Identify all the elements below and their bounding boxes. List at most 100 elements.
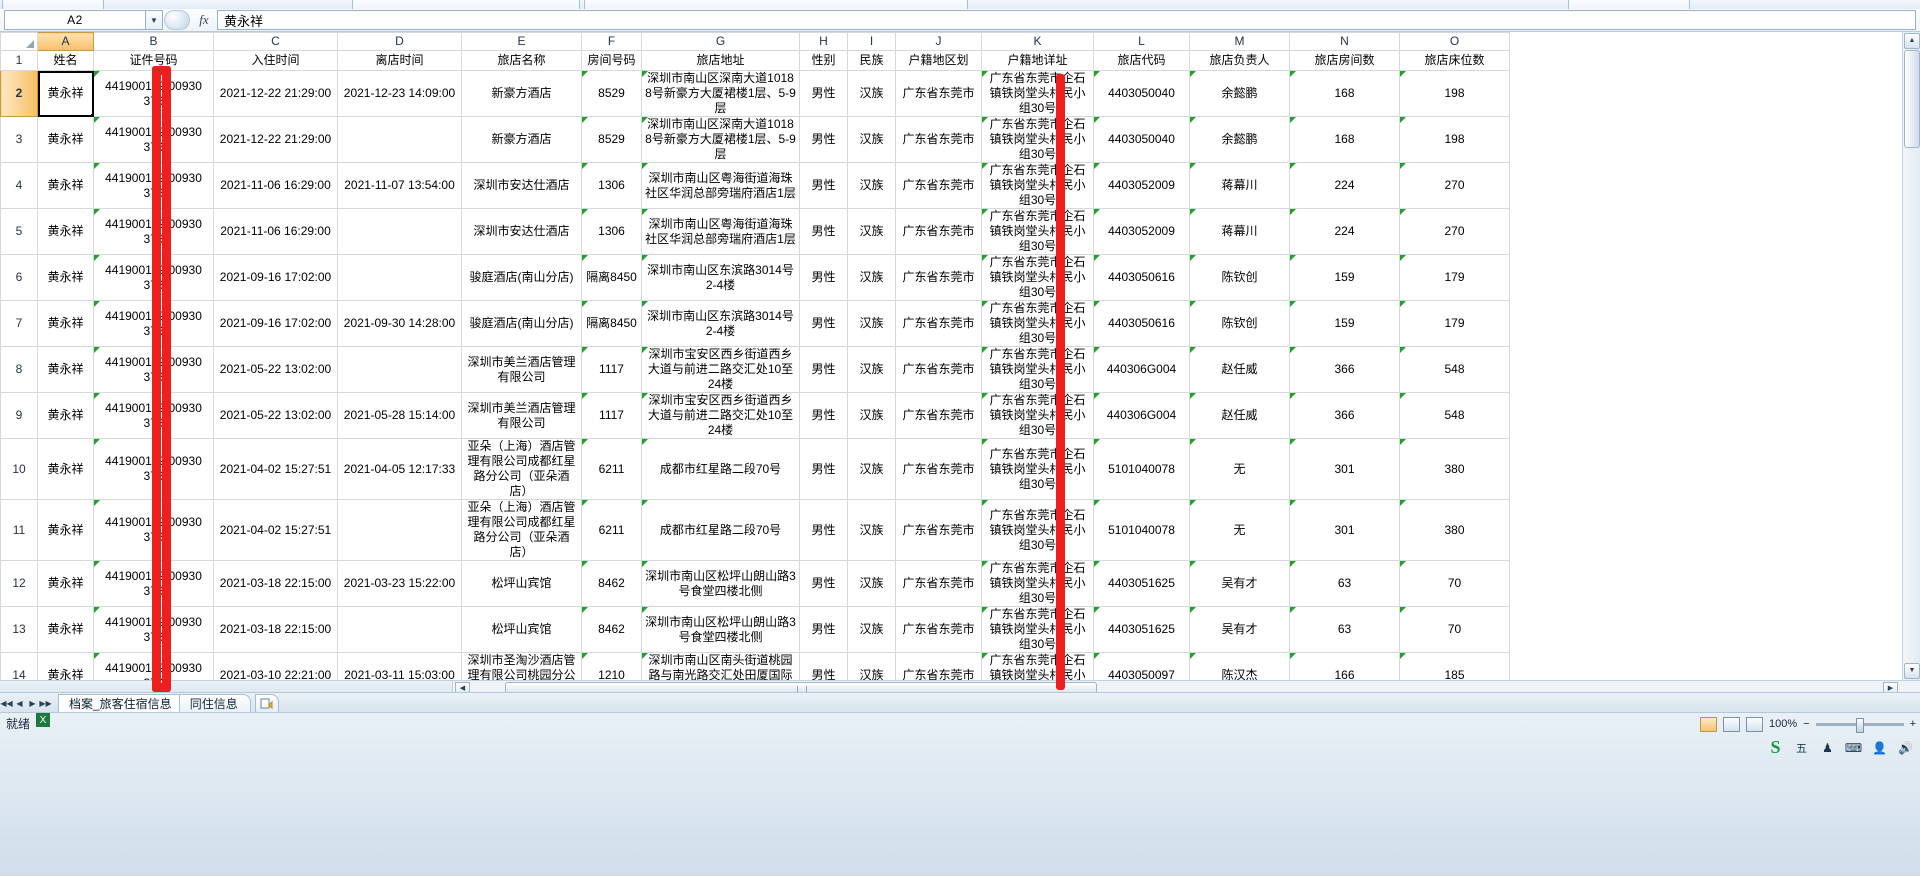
sheet-tab-bar[interactable]: ◀◀ ◀ ▶ ▶▶ 档案_旅客住宿信息 同住信息 [0, 692, 1920, 713]
cell-d13[interactable] [337, 606, 462, 653]
cell-f3[interactable]: 8529 [581, 116, 642, 163]
cell-l2[interactable]: 4403050040 [1093, 70, 1190, 117]
cell-k2[interactable]: 广东省东莞市企石镇铁岗堂头村民小组30号 [981, 70, 1094, 117]
cell-c9[interactable]: 2021-05-22 13:02:00 [213, 392, 338, 439]
cell-l8[interactable]: 440306G004 [1093, 346, 1190, 393]
vertical-scrollbar[interactable]: ▲ ▼ [1902, 32, 1920, 680]
cell-a5[interactable]: 黄永祥 [37, 208, 94, 255]
cell-c7[interactable]: 2021-09-16 17:02:00 [213, 300, 338, 347]
cell-f9[interactable]: 1117 [581, 392, 642, 439]
cell-h11[interactable]: 男性 [799, 499, 848, 561]
cell-f6[interactable]: 隔离8450 [581, 254, 642, 301]
cell-j14[interactable]: 广东省东莞市 [895, 652, 982, 680]
cell-f12[interactable]: 8462 [581, 560, 642, 607]
cell-c4[interactable]: 2021-11-06 16:29:00 [213, 162, 338, 209]
header-cell-j[interactable]: 户籍地区划 [895, 50, 982, 71]
ribbon-tab-stub-2[interactable] [352, 0, 580, 9]
cell-i13[interactable]: 汉族 [847, 606, 896, 653]
cell-o4[interactable]: 270 [1399, 162, 1510, 209]
tab-nav-next-icon[interactable]: ▶ [29, 698, 36, 708]
row-header-1[interactable]: 1 [0, 50, 38, 71]
cell-l4[interactable]: 4403052009 [1093, 162, 1190, 209]
name-box[interactable]: A2 [4, 10, 146, 30]
row-header-11[interactable]: 11 [0, 499, 38, 561]
cell-i4[interactable]: 汉族 [847, 162, 896, 209]
cell-h14[interactable]: 男性 [799, 652, 848, 680]
cell-g12[interactable]: 深圳市南山区松坪山朗山路3号食堂四楼北侧 [641, 560, 800, 607]
cell-a6[interactable]: 黄永祥 [37, 254, 94, 301]
row-header-7[interactable]: 7 [0, 300, 38, 347]
cell-a13[interactable]: 黄永祥 [37, 606, 94, 653]
zoom-out-icon[interactable]: − [1803, 718, 1810, 730]
cell-a11[interactable]: 黄永祥 [37, 499, 94, 561]
cell-f5[interactable]: 1306 [581, 208, 642, 255]
cell-g10[interactable]: 成都市红星路二段70号 [641, 438, 800, 500]
cell-m12[interactable]: 吴有才 [1189, 560, 1290, 607]
cell-o12[interactable]: 70 [1399, 560, 1510, 607]
header-cell-h[interactable]: 性别 [799, 50, 848, 71]
sheet-table[interactable]: A B C D E F G H I J K L M N O 1 姓名 证件号码 入住时间 离店时间 旅店名称 房间号码 旅店… [0, 32, 1510, 680]
cell-h8[interactable]: 男性 [799, 346, 848, 393]
cell-h5[interactable]: 男性 [799, 208, 848, 255]
cell-l7[interactable]: 4403050616 [1093, 300, 1190, 347]
cell-g7[interactable]: 深圳市南山区东滨路3014号2-4楼 [641, 300, 800, 347]
column-header-d[interactable]: D [337, 32, 462, 51]
cell-d2[interactable]: 2021-12-23 14:09:00 [337, 70, 462, 117]
cell-c10[interactable]: 2021-04-02 15:27:51 [213, 438, 338, 500]
cell-n14[interactable]: 166 [1289, 652, 1400, 680]
header-cell-l[interactable]: 旅店代码 [1093, 50, 1190, 71]
cell-d3[interactable] [337, 116, 462, 163]
cell-n8[interactable]: 366 [1289, 346, 1400, 393]
row-header-14[interactable]: 14 [0, 652, 38, 680]
cell-k8[interactable]: 广东省东莞市企石镇铁岗堂头村民小组30号 [981, 346, 1094, 393]
cell-n5[interactable]: 224 [1289, 208, 1400, 255]
cell-o6[interactable]: 179 [1399, 254, 1510, 301]
cell-e7[interactable]: 骏庭酒店(南山分店) [461, 300, 582, 347]
cell-e8[interactable]: 深圳市美兰酒店管理有限公司 [461, 346, 582, 393]
cell-d6[interactable] [337, 254, 462, 301]
cell-d14[interactable]: 2021-03-11 15:03:00 [337, 652, 462, 680]
column-header-e[interactable]: E [461, 32, 582, 51]
cell-o14[interactable]: 185 [1399, 652, 1510, 680]
column-header-b[interactable]: B [93, 32, 214, 51]
cell-k3[interactable]: 广东省东莞市企石镇铁岗堂头村民小组30号 [981, 116, 1094, 163]
zoom-in-icon[interactable]: + [1909, 718, 1916, 730]
header-cell-k[interactable]: 户籍地详址 [981, 50, 1094, 71]
cell-m2[interactable]: 余懿鹏 [1189, 70, 1290, 117]
cell-g11[interactable]: 成都市红星路二段70号 [641, 499, 800, 561]
column-header-m[interactable]: M [1189, 32, 1290, 51]
cell-j6[interactable]: 广东省东莞市 [895, 254, 982, 301]
tray-person-icon[interactable]: ♟ [1822, 740, 1833, 755]
cell-h9[interactable]: 男性 [799, 392, 848, 439]
cell-o10[interactable]: 380 [1399, 438, 1510, 500]
zoom-slider[interactable] [1815, 717, 1904, 733]
cell-h10[interactable]: 男性 [799, 438, 848, 500]
cell-d7[interactable]: 2021-09-30 14:28:00 [337, 300, 462, 347]
cell-i3[interactable]: 汉族 [847, 116, 896, 163]
cell-j9[interactable]: 广东省东莞市 [895, 392, 982, 439]
cell-c13[interactable]: 2021-03-18 22:15:00 [213, 606, 338, 653]
column-header-n[interactable]: N [1289, 32, 1400, 51]
column-header-j[interactable]: J [895, 32, 982, 51]
cell-m7[interactable]: 陈钦创 [1189, 300, 1290, 347]
cell-c12[interactable]: 2021-03-18 22:15:00 [213, 560, 338, 607]
header-cell-b[interactable]: 证件号码 [93, 50, 214, 71]
insert-worksheet-icon[interactable] [254, 694, 279, 712]
cell-g9[interactable]: 深圳市宝安区西乡街道西乡大道与前进二路交汇处10至24楼 [641, 392, 800, 439]
spreadsheet-grid[interactable]: A B C D E F G H I J K L M N O 1 姓名 证件号码 入住时间 离店时间 旅店名称 房间号码 旅店… [0, 32, 1920, 680]
tray-volume-icon[interactable]: 🔊 [1898, 740, 1913, 755]
column-header-i[interactable]: I [847, 32, 896, 51]
cell-a3[interactable]: 黄永祥 [37, 116, 94, 163]
cell-l6[interactable]: 4403050616 [1093, 254, 1190, 301]
header-cell-g[interactable]: 旅店地址 [641, 50, 800, 71]
cell-e14[interactable]: 深圳市圣淘沙酒店管理有限公司桃园分公司 [461, 652, 582, 680]
cell-j11[interactable]: 广东省东莞市 [895, 499, 982, 561]
cell-n7[interactable]: 159 [1289, 300, 1400, 347]
row-header-8[interactable]: 8 [0, 346, 38, 393]
cell-k11[interactable]: 广东省东莞市企石镇铁岗堂头村民小组30号 [981, 499, 1094, 561]
cell-j7[interactable]: 广东省东莞市 [895, 300, 982, 347]
tray-wps-icon[interactable]: S [1770, 737, 1781, 757]
cell-l11[interactable]: 5101040078 [1093, 499, 1190, 561]
